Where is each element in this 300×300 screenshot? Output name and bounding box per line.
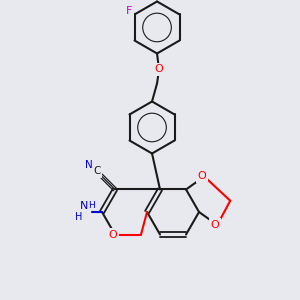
Text: F: F	[126, 7, 133, 16]
Text: O: O	[198, 172, 207, 182]
Text: N: N	[85, 160, 93, 170]
Text: C: C	[93, 166, 100, 176]
Text: O: O	[211, 220, 220, 230]
Text: O: O	[155, 64, 164, 74]
Text: H: H	[75, 212, 83, 222]
Text: H: H	[88, 202, 95, 211]
Text: N: N	[80, 201, 88, 211]
Text: O: O	[109, 230, 117, 239]
